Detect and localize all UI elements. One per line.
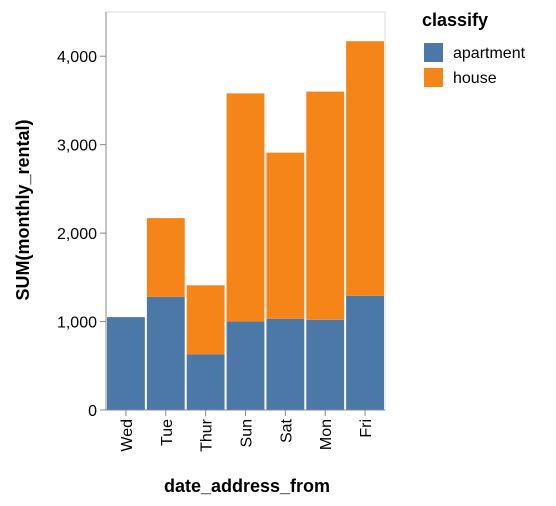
legend-swatch-apartment (424, 43, 443, 62)
legend-swatch-house (424, 68, 443, 87)
y-axis-title: SUM(monthly_rental) (13, 119, 33, 300)
x-tick-label-wed: Wed (119, 419, 136, 452)
x-tick-label-thur: Thur (199, 418, 216, 452)
legend-title: classify (422, 10, 488, 30)
bars-group (107, 41, 384, 410)
bar-house-tue (146, 218, 185, 297)
x-axis-title: date_address_from (164, 476, 330, 496)
x-tick-label-sun: Sun (239, 419, 256, 447)
y-tick-label: 4,000 (57, 49, 97, 66)
bar-house-fri (346, 41, 384, 296)
x-tick-label-sat: Sat (278, 418, 295, 443)
bar-apartment-sat (266, 318, 305, 410)
bar-house-sat (266, 152, 305, 319)
bar-apartment-mon (306, 319, 345, 410)
legend-label-house: house (453, 70, 497, 87)
y-axis: 0 1,000 2,000 3,000 4,000 (57, 12, 107, 420)
bar-house-sun (226, 93, 265, 322)
bar-house-thur (186, 285, 225, 355)
x-axis: Wed Tue Thur Sun Sat Mon Fri (106, 409, 385, 452)
bar-house-mon (306, 91, 345, 320)
y-tick-label: 3,000 (57, 138, 97, 155)
bar-apartment-fri (346, 295, 384, 410)
x-tick-label-mon: Mon (318, 419, 335, 450)
bar-apartment-sun (226, 321, 265, 410)
y-tick-label: 2,000 (57, 226, 97, 243)
x-tick-label-fri: Fri (358, 419, 375, 438)
bar-apartment-wed (107, 317, 145, 410)
legend: classify apartment house (422, 10, 526, 87)
bar-apartment-tue (146, 296, 185, 410)
bar-apartment-thur (186, 354, 225, 410)
y-tick-label: 0 (88, 403, 97, 420)
legend-label-apartment: apartment (453, 45, 526, 62)
x-tick-label-tue: Tue (159, 419, 176, 446)
y-tick-label: 1,000 (57, 315, 97, 332)
